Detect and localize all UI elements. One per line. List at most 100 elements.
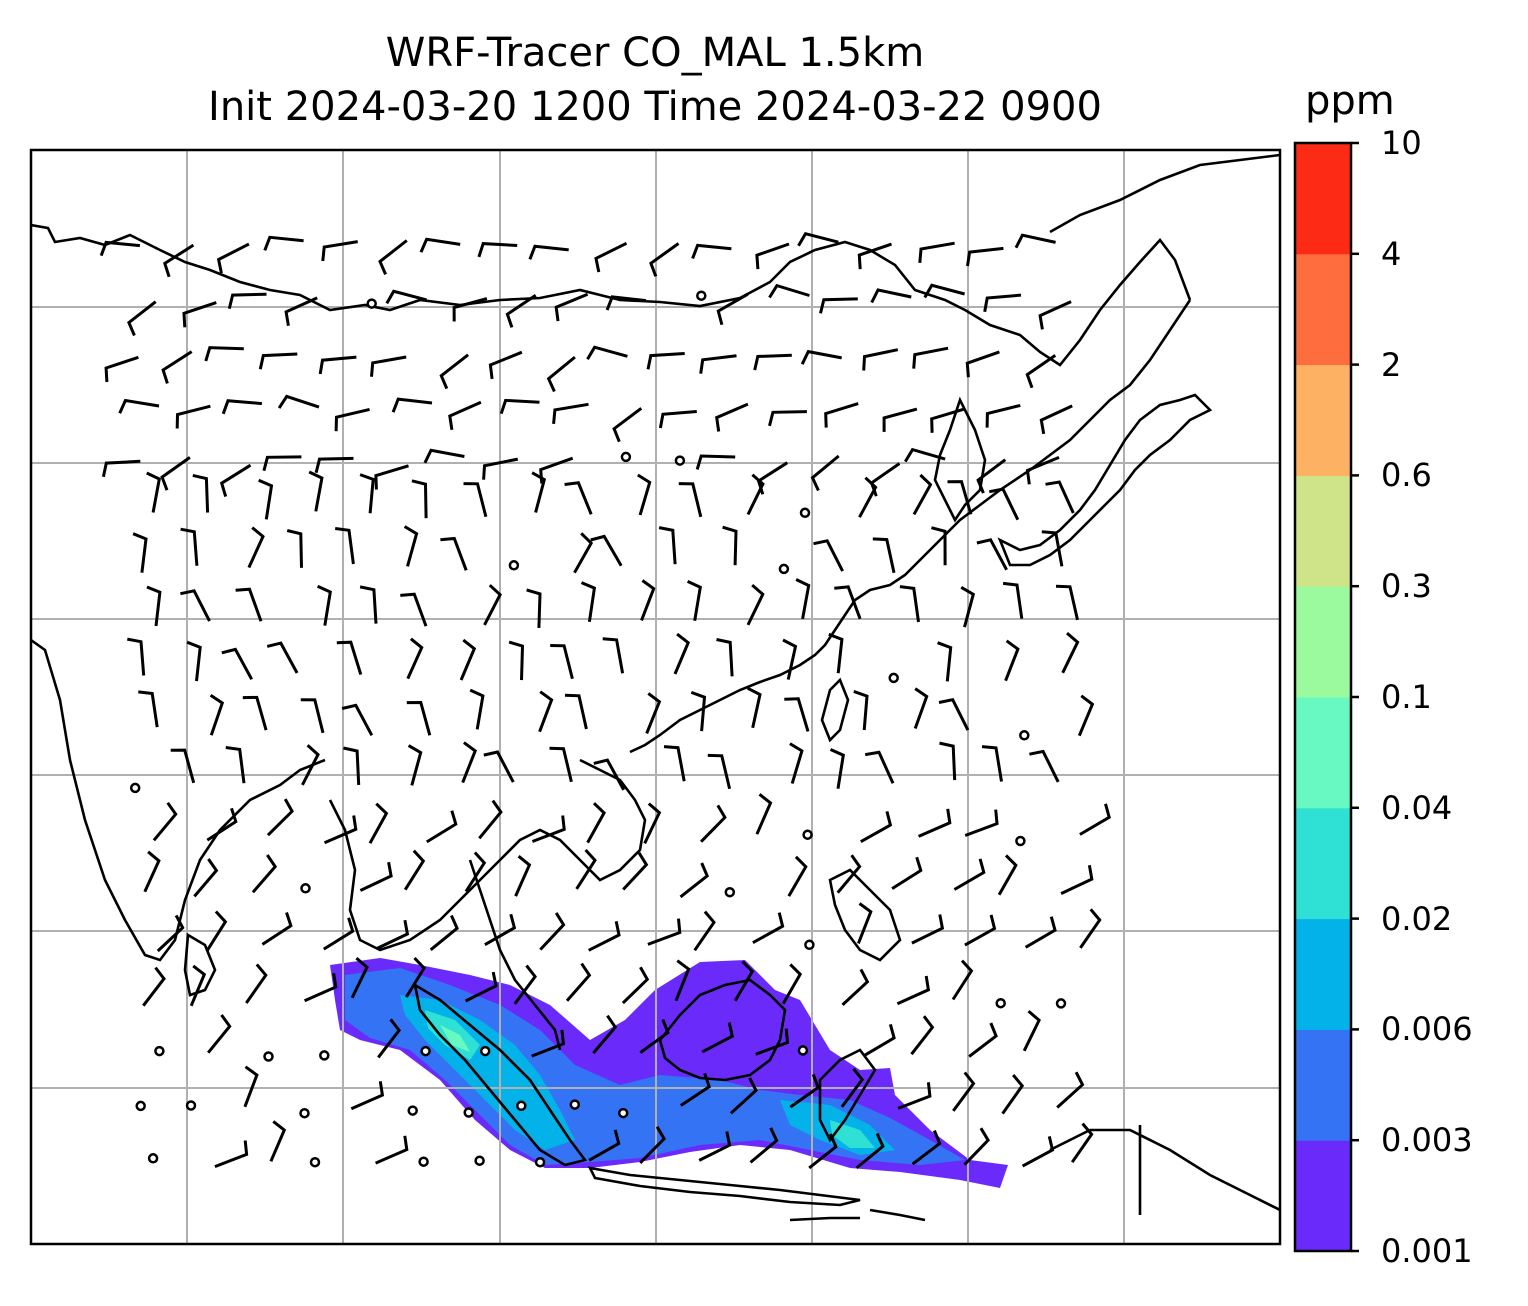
wind-barb (180, 589, 211, 622)
new-guinea (1049, 1125, 1280, 1215)
wind-barb (407, 744, 423, 786)
wind-barb (679, 1072, 711, 1107)
wind-barb (336, 640, 363, 676)
map-area (31, 150, 1280, 1244)
wind-barb (205, 910, 228, 952)
asia-northern-border (31, 223, 1192, 367)
wind-barb (976, 538, 1008, 571)
wind-barb (1024, 916, 1057, 949)
wind-barb (375, 1135, 409, 1165)
wind-barb (452, 297, 488, 322)
wind-barb (350, 956, 369, 999)
wind-barb (142, 966, 166, 1007)
wind-barb (461, 741, 478, 784)
wind-barb (910, 1015, 935, 1056)
wind-barb (1077, 694, 1095, 737)
wind-barb (206, 807, 238, 842)
calm-wind-marker (309, 1156, 321, 1168)
wind-barb (526, 588, 542, 628)
calm-wind-marker (778, 563, 790, 575)
wind-barb (789, 1073, 820, 1109)
wind-barb (448, 400, 482, 431)
colorbar-tick-label: 0.001 (1381, 1232, 1473, 1270)
wind-barb (400, 592, 428, 627)
java (587, 1166, 861, 1207)
korea-peninsula (933, 396, 987, 523)
wind-barb (335, 527, 355, 565)
wind-barb (403, 525, 419, 567)
wind-barb (693, 910, 716, 952)
wind-barb (170, 748, 196, 784)
calm-wind-marker (407, 1105, 418, 1116)
india-west-coast (31, 638, 326, 962)
sri-lanka (183, 932, 217, 997)
calm-wind-marker (479, 1045, 491, 1057)
wind-barb (464, 851, 487, 893)
wind-barb (459, 638, 477, 681)
wind-barb (286, 529, 303, 568)
wind-barb (939, 741, 957, 781)
wind-barb (483, 750, 515, 783)
calm-wind-marker (620, 451, 632, 463)
wind-barb (768, 410, 807, 427)
colorbar-segment (1295, 697, 1351, 809)
wind-barb (227, 292, 267, 310)
wind-barb (245, 963, 268, 1004)
wind-barb (1002, 581, 1024, 619)
calm-wind-marker (319, 1050, 330, 1061)
wind-barb (1060, 865, 1094, 895)
wind-barb (221, 647, 254, 681)
wind-barb (499, 398, 540, 415)
colorbar-segment (1295, 807, 1351, 920)
wind-barb (377, 1018, 401, 1059)
calm-wind-marker (804, 939, 815, 951)
wind-barb (262, 455, 302, 472)
wind-barb (918, 808, 952, 838)
wind-barb (180, 527, 199, 566)
wind-barb (756, 461, 789, 495)
lesser-sunda (789, 1208, 926, 1222)
wind-barb (359, 473, 375, 514)
wind-barb (483, 584, 502, 626)
wind-barb (592, 1014, 618, 1055)
calm-wind-marker (1019, 730, 1030, 741)
wind-barb (787, 855, 808, 897)
wind-barb (605, 295, 647, 311)
wind-barb (746, 473, 765, 516)
wind-barb (911, 914, 945, 945)
wind-barb (1038, 300, 1072, 330)
wind-barb (247, 526, 265, 569)
wind-barb (321, 240, 358, 262)
calm-wind-marker (802, 829, 813, 840)
wind-barb (593, 758, 626, 791)
wind-barb (204, 346, 244, 362)
wind-barb (440, 536, 468, 571)
wind-barb (368, 802, 389, 844)
wind-barb (674, 959, 691, 1002)
wind-barb (586, 345, 628, 361)
wind-barb (300, 698, 325, 734)
china-east-coast (629, 299, 1192, 754)
calm-wind-marker (797, 1045, 809, 1056)
wind-barbs (99, 231, 1111, 1170)
calm-wind-marker (995, 997, 1006, 1009)
wind-barb (1004, 639, 1020, 682)
wind-barb (482, 457, 519, 480)
wind-barb (549, 746, 573, 783)
wind-barb (269, 1120, 287, 1162)
wind-barb (968, 1022, 998, 1058)
indochina-coast (328, 758, 647, 952)
wind-barb (853, 689, 869, 731)
wind-barb (755, 242, 790, 270)
wind-barb (860, 811, 893, 844)
wind-barb (1079, 803, 1111, 836)
tracer-plume-peak (440, 1025, 470, 1052)
colorbar-segment (1295, 364, 1351, 476)
wind-barb (947, 480, 973, 515)
wind-barb (301, 744, 320, 786)
wind-barb (953, 858, 986, 891)
wind-barb (862, 348, 899, 371)
wind-barb (686, 580, 702, 622)
wind-barb (182, 301, 217, 328)
wind-barb (1070, 1122, 1094, 1164)
